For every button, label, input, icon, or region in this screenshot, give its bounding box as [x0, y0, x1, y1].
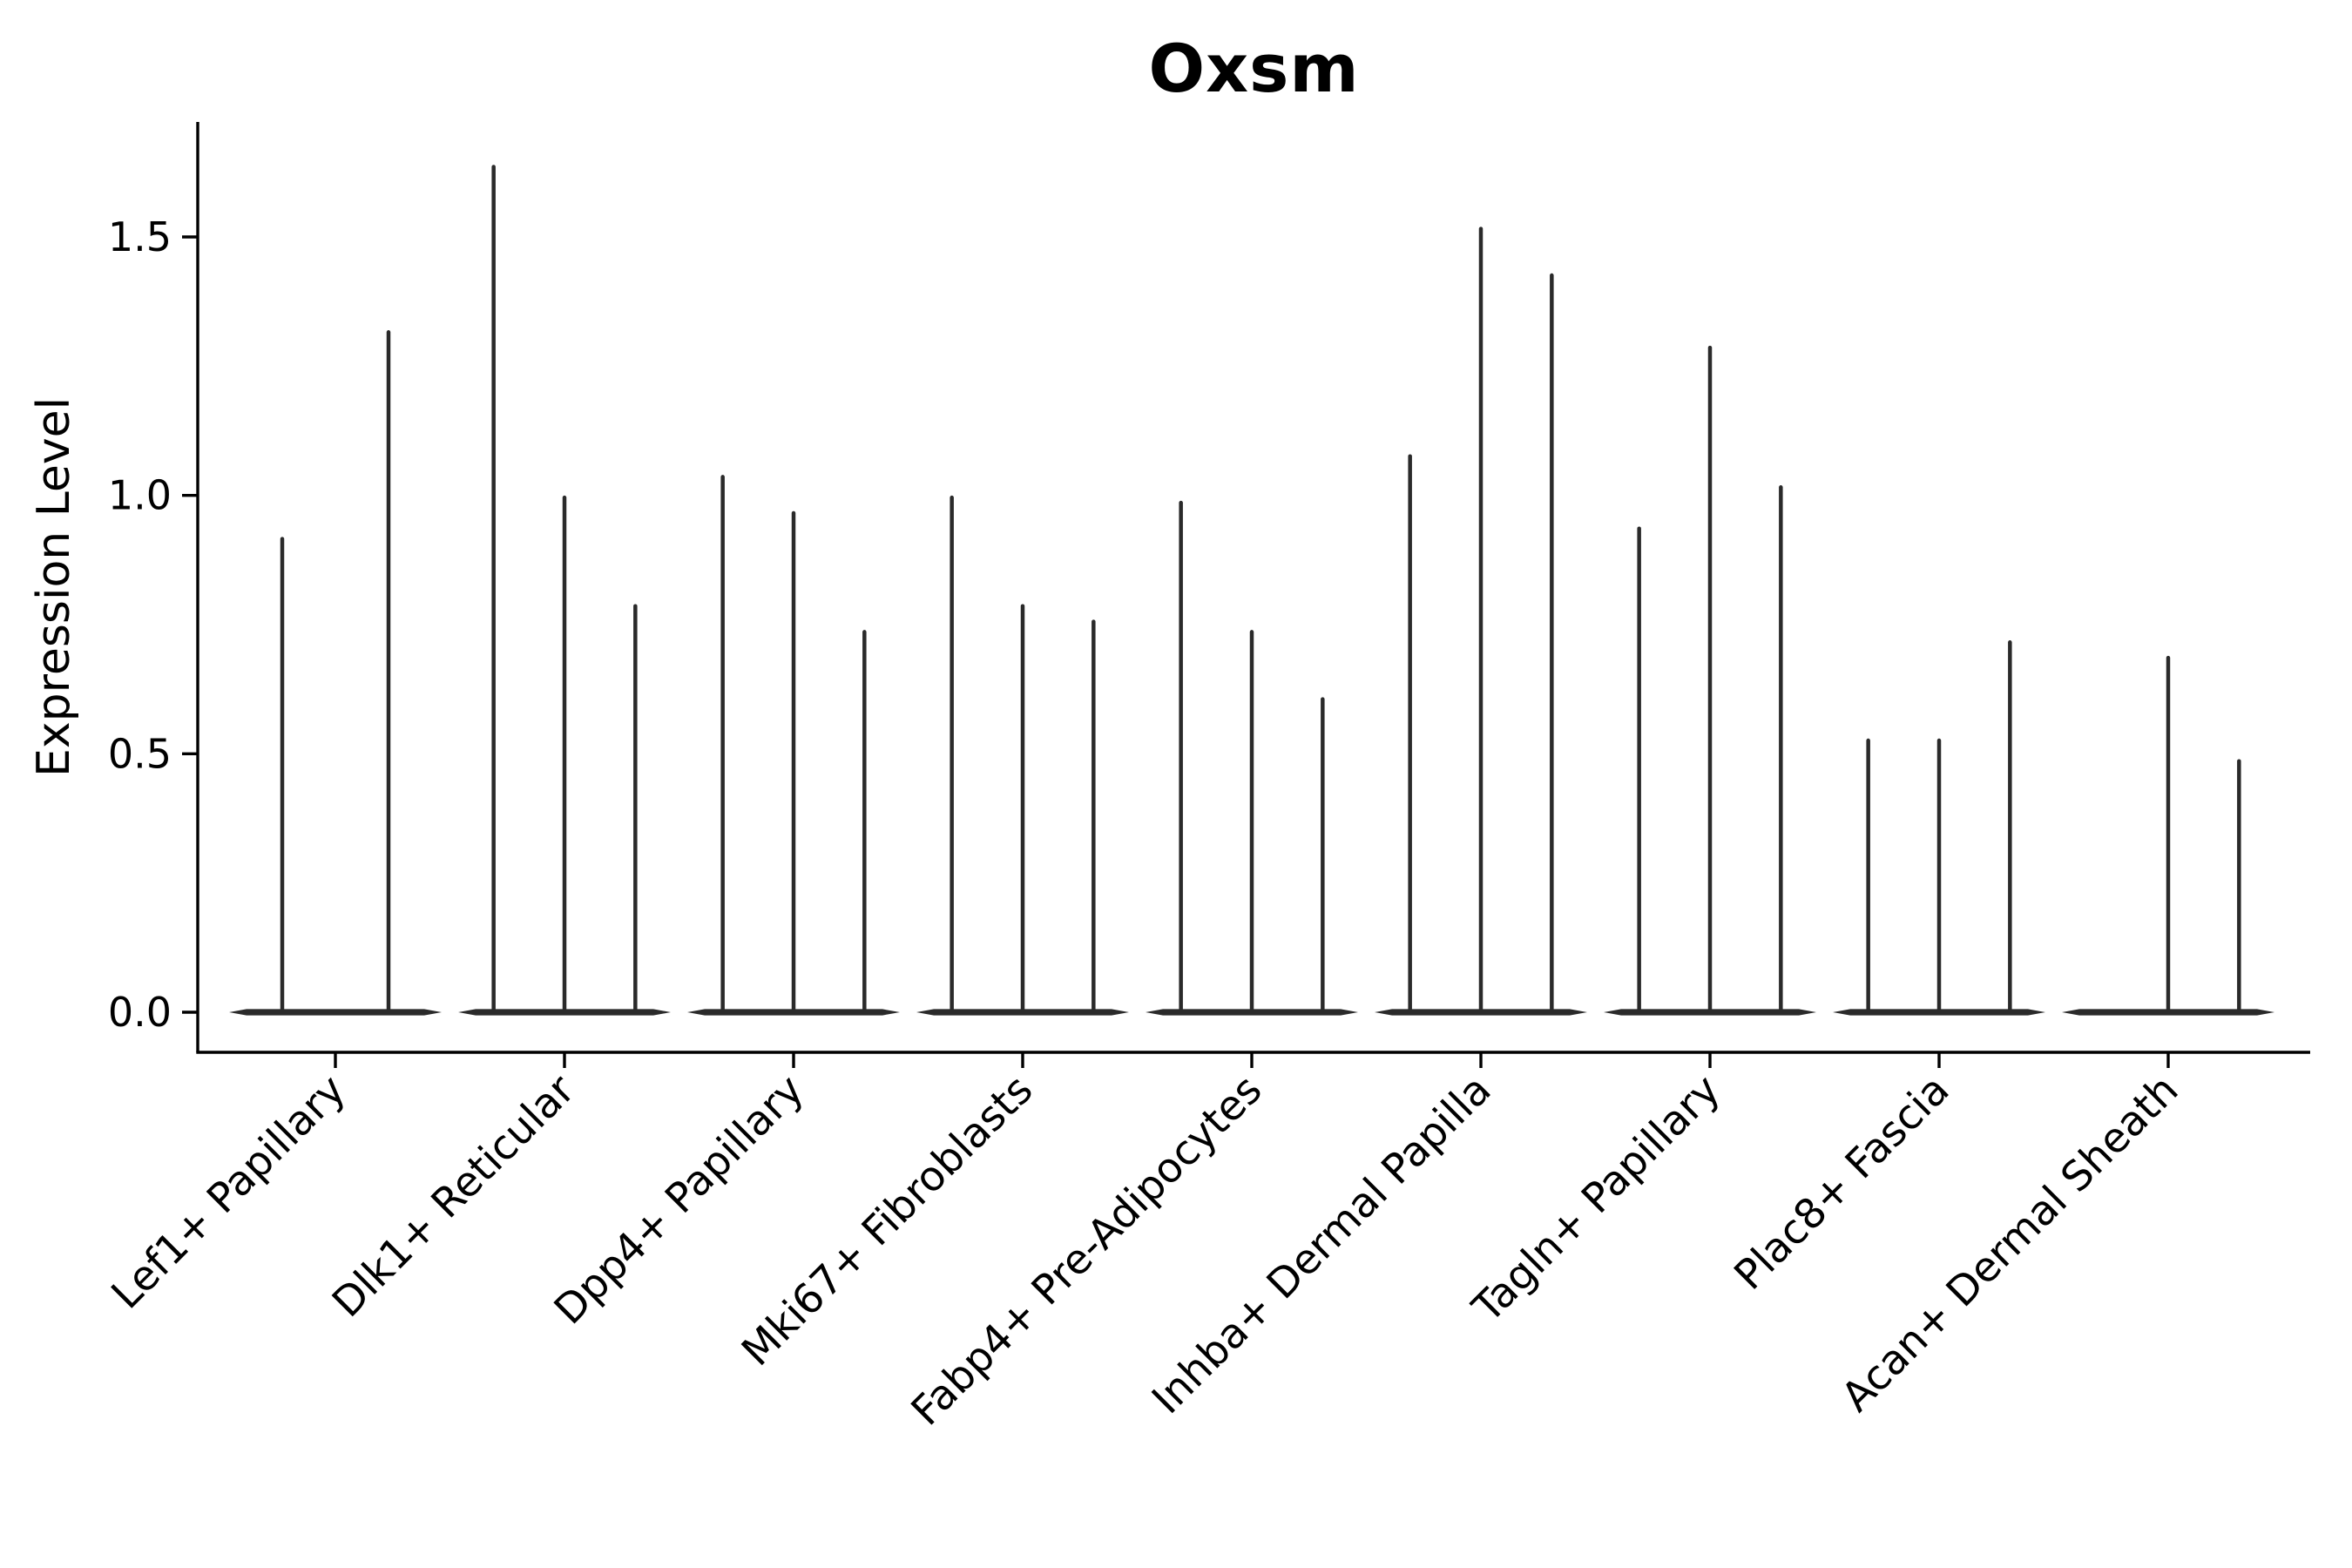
x-tick-label: Tagln+ Papillary [1463, 1066, 1730, 1333]
violin-base [229, 1009, 442, 1016]
x-tick-label: Dpp4+ Papillary [545, 1066, 814, 1335]
plot-title: Oxsm [1148, 30, 1360, 107]
y-tick-label: 1.5 [108, 213, 172, 260]
x-tick-label: Dlk1+ Reticular [323, 1065, 585, 1327]
x-tick-label: Lef1+ Papillary [103, 1066, 355, 1319]
y-tick-label: 0.5 [108, 730, 172, 777]
y-tick-label: 1.0 [108, 472, 172, 519]
y-tick-label: 0.0 [108, 989, 172, 1036]
x-tick-label: Plac8+ Fascia [1726, 1066, 1959, 1300]
